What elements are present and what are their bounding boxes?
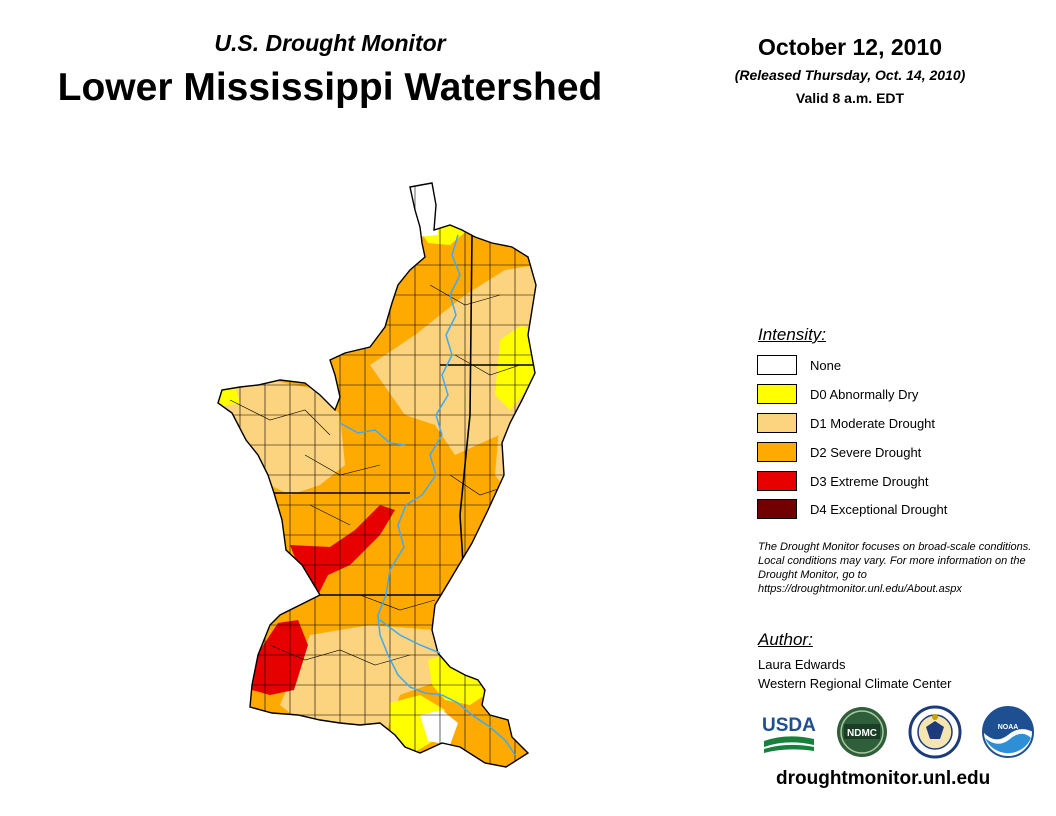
legend-swatch [757, 499, 797, 519]
legend-label: D0 Abnormally Dry [810, 386, 919, 402]
legend-title: Intensity: [758, 325, 827, 344]
map-subtitle: U.S. Drought Monitor [214, 30, 446, 56]
ndmc-logo: NDMC [837, 707, 887, 757]
legend-label: None [810, 357, 842, 373]
legend-swatch [757, 471, 797, 491]
legend-item-d3: D3 Extreme Drought [757, 470, 929, 492]
drought-monitor-note: The Drought Monitor focuses on broad-sca… [758, 541, 1032, 595]
drought-map [217, 182, 537, 768]
noaa-logo-text: NOAA [998, 724, 1019, 731]
legend-item-d1: D1 Moderate Drought [757, 412, 935, 434]
author-heading: Author: [758, 630, 813, 649]
valid-time: Valid 8 a.m. EDT [795, 90, 905, 106]
legend-label: D3 Extreme Drought [810, 473, 929, 489]
noaa-logo: NOAA [982, 706, 1034, 758]
ndmc-logo-text: NDMC [847, 728, 877, 739]
legend-item-d0: D0 Abnormally Dry [757, 383, 918, 405]
legend-item-d4: D4 Exceptional Drought [757, 498, 947, 520]
legend-swatch [757, 355, 797, 375]
legend-label: D1 Moderate Drought [810, 415, 936, 431]
usda-logo-text: USDA [762, 715, 816, 736]
legend-swatch [757, 384, 797, 404]
usda-logo: USDA [762, 715, 816, 753]
legend-label: D4 Exceptional Drought [810, 501, 948, 517]
legend-swatch [757, 442, 797, 462]
legend-swatch [757, 413, 797, 433]
legend-item-none: None [757, 354, 841, 376]
website-link[interactable]: droughtmonitor.unl.edu [776, 768, 991, 789]
legend-label: D2 Severe Drought [810, 444, 922, 460]
commerce-seal-icon [908, 705, 962, 759]
partner-logos: USDA NDMC NOAA [762, 705, 1034, 759]
map-date: October 12, 2010 [757, 34, 943, 60]
legend-item-d2: D2 Severe Drought [757, 441, 921, 463]
author-name: Laura Edwards [758, 657, 846, 672]
release-date: (Released Thursday, Oct. 14, 2010) [734, 67, 966, 83]
map-title: Lower Mississippi Watershed [57, 66, 603, 109]
author-organization: Western Regional Climate Center [758, 676, 952, 691]
